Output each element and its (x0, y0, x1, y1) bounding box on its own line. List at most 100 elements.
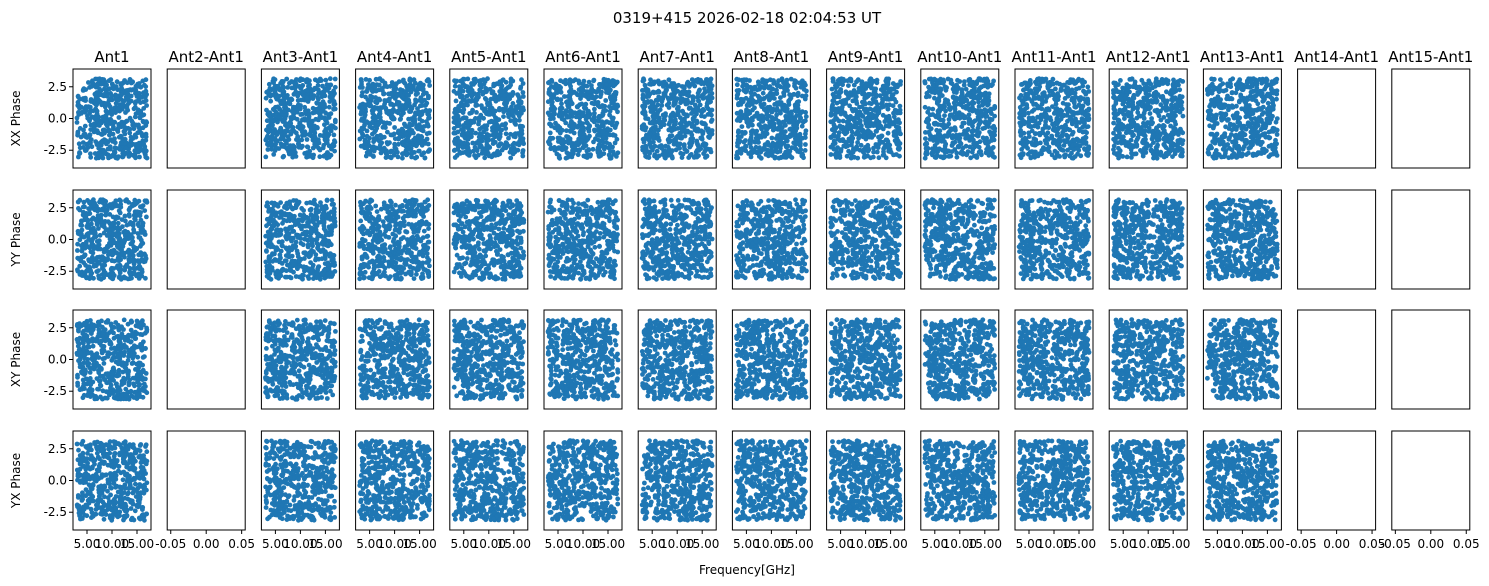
data-point (90, 456, 96, 461)
data-point (143, 371, 149, 376)
data-point (133, 201, 139, 207)
data-point (304, 144, 310, 150)
panel-1-3: -2.50.02.5XY Phase (9, 309, 152, 410)
data-point (79, 227, 85, 233)
data-point (91, 225, 96, 231)
data-point (396, 100, 402, 105)
data-point (418, 95, 424, 100)
data-point (91, 201, 96, 207)
data-point (399, 203, 405, 209)
data-point (110, 476, 116, 482)
data-point (124, 513, 130, 519)
data-point (105, 371, 111, 376)
data-point (139, 466, 145, 472)
data-point (275, 268, 280, 274)
data-point (416, 122, 422, 128)
data-point (282, 352, 288, 358)
data-point (297, 233, 302, 239)
data-point (310, 237, 315, 243)
data-point (282, 322, 287, 328)
data-point (332, 91, 337, 96)
data-point (88, 318, 93, 323)
panel-3-1 (260, 68, 340, 169)
data-point (281, 372, 287, 378)
data-point (266, 128, 272, 134)
data-point (319, 511, 325, 517)
data-point (264, 391, 269, 396)
data-point (362, 112, 368, 118)
data-point (358, 143, 364, 149)
data-point (289, 253, 295, 259)
data-point (105, 146, 111, 152)
data-point (320, 102, 325, 108)
data-point (107, 154, 113, 160)
data-point (114, 127, 120, 133)
x-tick-label: 0.05 (228, 537, 255, 551)
data-point (411, 276, 417, 281)
data-point (316, 507, 321, 513)
panel-3-2 (260, 189, 340, 290)
data-point (416, 226, 422, 232)
data-point (270, 207, 276, 213)
data-point (263, 505, 269, 510)
panel-2-2 (166, 189, 246, 290)
data-point (141, 92, 147, 98)
data-point (316, 96, 321, 102)
data-point (312, 197, 317, 203)
data-point (290, 143, 296, 149)
data-point (123, 392, 129, 398)
data-point (116, 327, 122, 333)
data-point (96, 494, 102, 499)
data-point (401, 110, 406, 116)
data-point (332, 76, 338, 82)
data-point (316, 117, 321, 123)
data-point (83, 98, 88, 103)
data-point (271, 361, 277, 367)
data-point (115, 361, 121, 367)
data-point (266, 254, 272, 259)
data-point (129, 453, 135, 459)
data-point (88, 442, 93, 448)
data-point (322, 318, 328, 323)
data-point (86, 80, 91, 85)
data-point (290, 355, 296, 361)
data-point (329, 143, 335, 148)
data-point (118, 494, 124, 500)
data-point (90, 514, 95, 519)
data-point (119, 449, 125, 454)
data-point (377, 146, 383, 152)
data-point (80, 384, 86, 389)
data-point (75, 248, 80, 253)
data-point (99, 223, 105, 228)
panel-2-4: -0.05 0.00 0.05 (155, 430, 255, 551)
data-point (127, 115, 133, 121)
data-point (290, 321, 296, 327)
data-point (295, 356, 300, 361)
data-point (274, 453, 280, 459)
data-point (317, 319, 323, 324)
data-point (316, 264, 321, 270)
data-point (134, 471, 140, 476)
data-point (95, 501, 100, 507)
data-point (136, 235, 142, 240)
data-point (136, 260, 142, 265)
data-point (317, 474, 323, 480)
data-point (279, 79, 285, 84)
data-point (96, 97, 102, 103)
data-point (137, 443, 143, 448)
data-point (134, 392, 140, 397)
data-point (94, 111, 100, 117)
data-point (364, 230, 369, 236)
data-point (282, 104, 287, 110)
data-point (124, 118, 130, 124)
data-point (329, 197, 335, 203)
data-point (264, 346, 269, 351)
data-point (127, 221, 132, 227)
data-point (110, 391, 116, 396)
data-point (411, 77, 417, 83)
data-point (119, 343, 124, 348)
data-point (415, 126, 421, 132)
panel-4-2 (355, 189, 435, 290)
data-point (296, 90, 302, 96)
